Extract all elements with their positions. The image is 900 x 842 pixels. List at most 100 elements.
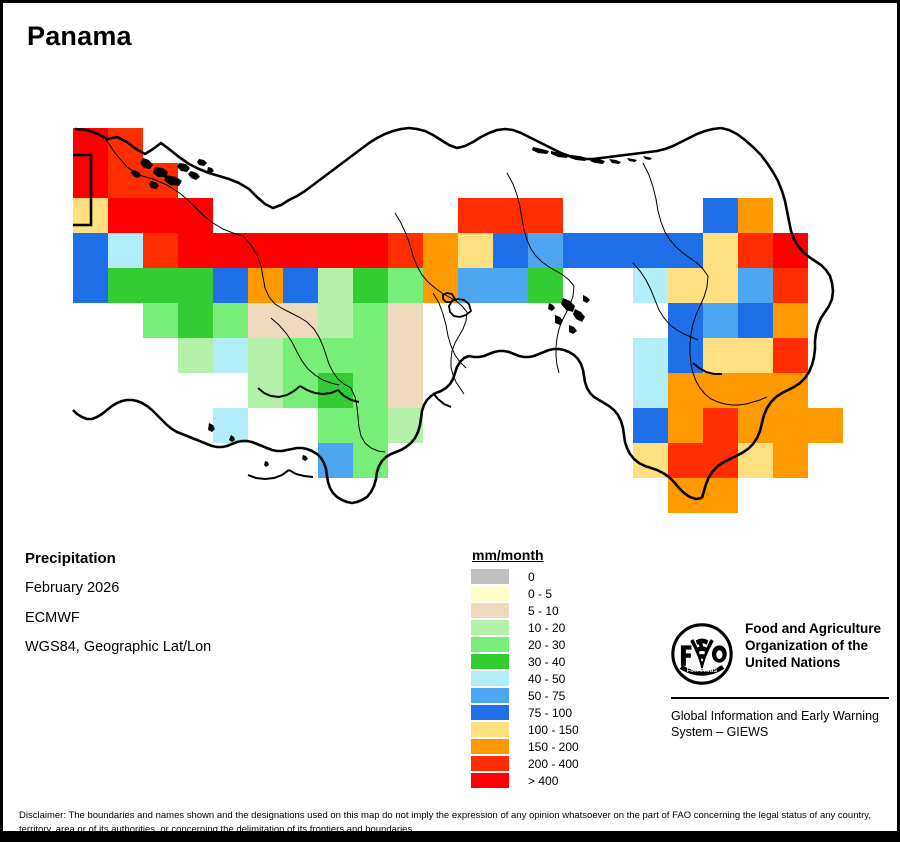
precip-cell	[773, 443, 808, 478]
legend-label: 0 - 5	[528, 586, 553, 601]
legend-swatch	[471, 654, 509, 669]
legend-swatch	[471, 603, 509, 618]
precip-cell	[213, 303, 248, 338]
legend-item: 20 - 30	[471, 636, 579, 653]
fao-branding: FIAT PANIS Food and Agriculture Organiza…	[671, 621, 889, 741]
fao-organization-name: Food and Agriculture Organization of the…	[745, 621, 881, 670]
precip-cell	[318, 233, 353, 268]
precip-cell	[808, 408, 843, 443]
precip-cell	[738, 338, 773, 373]
precip-cell	[143, 233, 178, 268]
fao-divider	[671, 697, 889, 699]
precip-cell	[528, 268, 563, 303]
inner-coast-detail	[247, 362, 722, 481]
precip-cell	[423, 268, 458, 303]
legend-swatch	[471, 671, 509, 686]
precip-cell	[703, 408, 738, 443]
precip-cell	[633, 373, 668, 408]
legend-label: 10 - 20	[528, 620, 566, 635]
precip-cell	[178, 198, 213, 233]
precip-cell	[703, 338, 738, 373]
legend-item: > 400	[471, 772, 579, 789]
precip-cell	[633, 338, 668, 373]
metadata-period: February 2026	[25, 580, 120, 596]
precip-cell	[738, 303, 773, 338]
precip-cell	[703, 373, 738, 408]
legend-swatch	[471, 756, 509, 771]
legend-swatch	[471, 773, 509, 788]
precip-cell	[143, 268, 178, 303]
legend-item: 200 - 400	[471, 755, 579, 772]
precip-cell	[248, 338, 283, 373]
legend-item: 50 - 75	[471, 687, 579, 704]
legend-item: 75 - 100	[471, 704, 579, 721]
precip-cell	[633, 268, 668, 303]
precip-cell	[388, 233, 423, 268]
precip-cell	[528, 233, 563, 268]
precip-cell	[773, 408, 808, 443]
precip-cell	[73, 268, 108, 303]
legend-rows: 0 0 - 5 5 - 10 10 - 20 20 - 30 30 - 40 40 - 50…	[471, 568, 579, 789]
precip-cell	[178, 338, 213, 373]
precip-cell	[213, 338, 248, 373]
precip-cell	[703, 303, 738, 338]
legend-label: 50 - 75	[528, 688, 566, 703]
metadata-source: ECMWF	[25, 609, 80, 626]
precipitation-grid-layer	[3, 63, 897, 533]
precip-cell	[388, 373, 423, 408]
precip-cell	[283, 373, 318, 408]
western-frontier	[73, 153, 93, 227]
map-metadata: Precipitation February 2026 ECMWF WGS84,…	[25, 551, 325, 670]
precip-cell	[283, 303, 318, 338]
precip-cell	[283, 338, 318, 373]
legend: mm/month 0 0 - 5 5 - 10 10 - 20 20 - 30 30 - …	[471, 547, 579, 789]
precip-cell	[248, 303, 283, 338]
province-boundaries	[102, 134, 768, 453]
precip-cell	[633, 233, 668, 268]
fao-motto: FIAT PANIS	[687, 668, 717, 674]
legend-label: 40 - 50	[528, 671, 566, 686]
precip-cell	[318, 303, 353, 338]
precip-cell	[738, 233, 773, 268]
legend-label: > 400	[528, 773, 559, 788]
legend-swatch	[471, 620, 509, 635]
precip-cell	[668, 373, 703, 408]
precip-cell	[178, 233, 213, 268]
precip-cell	[738, 443, 773, 478]
legend-label: 100 - 150	[528, 722, 579, 737]
legend-item: 10 - 20	[471, 619, 579, 636]
precip-cell	[493, 233, 528, 268]
metadata-variable: Precipitation	[25, 550, 116, 567]
legend-swatch	[471, 637, 509, 652]
legend-label: 20 - 30	[528, 637, 566, 652]
precip-cell	[563, 233, 598, 268]
lake-gatun	[442, 292, 473, 318]
precip-cell	[738, 198, 773, 233]
island-detail	[131, 147, 652, 467]
precip-cell	[353, 303, 388, 338]
precip-cell	[668, 303, 703, 338]
legend-swatch	[471, 722, 509, 737]
precip-cell	[388, 338, 423, 373]
legend-label: 30 - 40	[528, 654, 566, 669]
precip-cell	[703, 443, 738, 478]
legend-item: 5 - 10	[471, 602, 579, 619]
precip-cell	[248, 268, 283, 303]
national-boundary	[72, 126, 835, 505]
precip-cell	[668, 233, 703, 268]
legend-label: 200 - 400	[528, 756, 579, 771]
precip-cell	[458, 198, 493, 233]
precip-cell	[668, 268, 703, 303]
precip-cell	[598, 233, 633, 268]
precip-cell	[353, 233, 388, 268]
legend-item: 0 - 5	[471, 585, 579, 602]
fao-logo-icon: FIAT PANIS	[671, 623, 733, 685]
precip-cell	[283, 268, 318, 303]
precip-cell	[108, 268, 143, 303]
precip-cell	[388, 303, 423, 338]
precip-cell	[178, 303, 213, 338]
legend-swatch	[471, 569, 509, 584]
precip-cell	[773, 338, 808, 373]
legend-label: 75 - 100	[528, 705, 573, 720]
precip-cell	[248, 373, 283, 408]
